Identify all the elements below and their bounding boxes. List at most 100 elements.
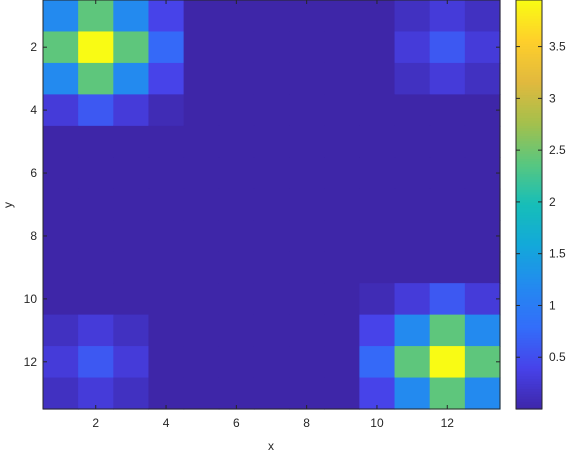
heatmap-cell (43, 94, 79, 127)
colorbar-segment (516, 158, 542, 162)
colorbar-segment (516, 127, 542, 131)
heatmap-cell (359, 251, 396, 284)
colorbar-segment (516, 0, 542, 4)
colorbar-segment (516, 368, 542, 372)
heatmap-cell (359, 62, 396, 95)
colorbar-segment (516, 104, 542, 108)
colorbar-segment (516, 199, 542, 203)
heatmap-cell (359, 346, 396, 379)
heatmap-cell (148, 62, 185, 95)
heatmap-cell (359, 220, 396, 253)
colorbar-segment (516, 273, 542, 277)
colorbar-segment (516, 46, 542, 50)
colorbar-tick-label: 1 (549, 298, 556, 312)
colorbar-tick-label: 3 (549, 91, 556, 105)
colorbar-segment (516, 232, 542, 236)
colorbar-segment (516, 380, 542, 385)
colorbar-segment (516, 212, 542, 216)
colorbar-segment (516, 61, 542, 65)
heatmap-cell (218, 31, 255, 64)
heatmap-cell (43, 377, 79, 410)
heatmap-cell (113, 377, 150, 410)
colorbar-segment (516, 30, 542, 34)
colorbar-segment (516, 337, 542, 341)
colorbar-segment (516, 235, 542, 239)
colorbar-segment (516, 112, 542, 116)
heatmap-cell (78, 220, 114, 253)
colorbar-segment (516, 155, 542, 160)
colorbar-segment (516, 40, 542, 45)
colorbar-segment (516, 173, 542, 177)
heatmap-cell (253, 94, 290, 127)
x-axis-label: x (268, 439, 274, 452)
heatmap-cell (78, 157, 114, 190)
heatmap-cell (394, 125, 431, 158)
colorbar-segment (516, 130, 542, 134)
colorbar-segment (516, 135, 542, 139)
heatmap-cell (43, 346, 79, 379)
heatmap-cell (113, 251, 150, 284)
colorbar-segment (516, 15, 542, 19)
heatmap-cell (253, 346, 290, 379)
heatmap-cell (148, 157, 185, 190)
colorbar-segment (516, 161, 542, 165)
heatmap-cell (78, 377, 114, 410)
heatmap-cell (359, 0, 396, 33)
colorbar-segment (516, 186, 542, 190)
heatmap-cell (429, 220, 466, 253)
colorbar-segment (516, 288, 542, 293)
heatmap-cells (43, 0, 501, 410)
colorbar-segment (516, 283, 542, 287)
heatmap-cell (289, 251, 325, 284)
colorbar-segment (516, 107, 542, 111)
heatmap-cell (218, 251, 255, 284)
heatmap-cell (43, 314, 79, 347)
heatmap-cell (464, 346, 501, 379)
heatmap-cell (359, 31, 396, 64)
colorbar-segment (516, 76, 542, 80)
colorbar-tick-label: 2 (549, 195, 556, 209)
colorbar-segment (516, 291, 542, 295)
heatmap-cell (394, 188, 431, 221)
heatmap-cell (183, 94, 220, 127)
heatmap-cell (253, 188, 290, 221)
heatmap-cell (289, 62, 325, 95)
colorbar-segment (516, 268, 542, 272)
colorbar-segment (516, 385, 542, 390)
colorbar-segment (516, 222, 542, 226)
heatmap-cell (43, 125, 79, 158)
heatmap-cell (78, 125, 114, 158)
heatmap-cell (183, 251, 220, 284)
heatmap-cell (324, 157, 360, 190)
colorbar-segment (516, 43, 542, 47)
heatmap-cell (218, 314, 255, 347)
heatmap-cell (78, 251, 114, 284)
heatmap-cell (253, 283, 290, 316)
heatmap-cell (289, 314, 325, 347)
colorbar-segment (516, 84, 542, 88)
colorbar-segment (516, 109, 542, 114)
colorbar-segment (516, 33, 542, 37)
heatmap-cell (113, 62, 150, 95)
colorbar-segment (516, 263, 542, 267)
colorbar-segment (516, 102, 542, 106)
colorbar-segment (516, 74, 542, 78)
heatmap-cell (359, 283, 396, 316)
colorbar-segment (516, 178, 542, 183)
heatmap-cell (113, 283, 150, 316)
heatmap-cell (464, 94, 501, 127)
colorbar-segment (516, 403, 542, 408)
colorbar-segment (516, 201, 542, 206)
heatmap-cell (183, 220, 220, 253)
heatmap-cell (183, 283, 220, 316)
colorbar-segment (516, 138, 542, 142)
colorbar-segment (516, 352, 542, 356)
heatmap-cell (43, 157, 79, 190)
heatmap-cell (78, 31, 114, 64)
colorbar-segment (516, 217, 542, 221)
colorbar-segment (516, 189, 542, 193)
heatmap-cell (218, 0, 255, 33)
colorbar-tick-label: 1.5 (549, 247, 566, 261)
colorbar-segment (516, 209, 542, 213)
